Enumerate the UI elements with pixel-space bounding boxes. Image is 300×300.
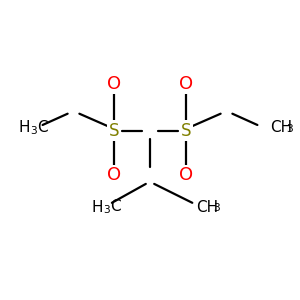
- Text: O: O: [179, 75, 193, 93]
- Text: S: S: [109, 122, 119, 140]
- Text: H: H: [19, 120, 30, 135]
- Text: O: O: [107, 167, 121, 184]
- Text: O: O: [179, 167, 193, 184]
- Text: $_3$C: $_3$C: [103, 198, 123, 216]
- Text: O: O: [107, 75, 121, 93]
- Text: $_3$C: $_3$C: [30, 118, 49, 137]
- Text: CH: CH: [270, 120, 292, 135]
- Text: $_3$: $_3$: [213, 200, 221, 214]
- Text: $_3$: $_3$: [286, 120, 295, 135]
- Text: CH: CH: [196, 200, 219, 214]
- Text: S: S: [181, 122, 191, 140]
- Text: H: H: [92, 200, 103, 214]
